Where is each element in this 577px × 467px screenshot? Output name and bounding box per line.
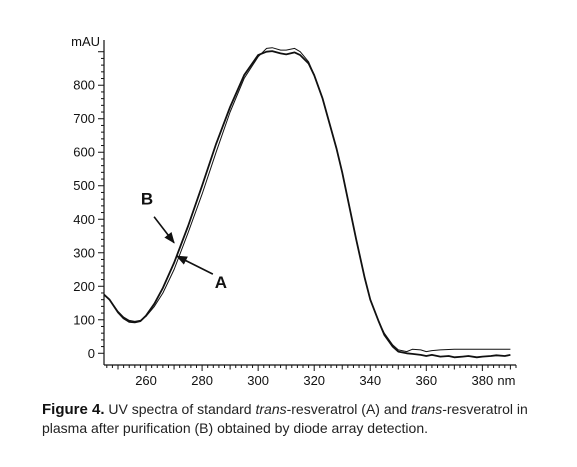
x-tick-label: 340 <box>359 373 381 388</box>
x-tick-label: 280 <box>191 373 213 388</box>
y-tick-label: 600 <box>73 145 95 160</box>
series-line-a <box>103 47 511 353</box>
y-tick-label: 100 <box>73 312 95 327</box>
annotation-arrow-b <box>153 216 175 244</box>
annotation-layer: AB <box>141 190 227 292</box>
x-tick-label: 260 <box>135 373 157 388</box>
series-line-b <box>103 50 511 359</box>
series-layer <box>103 47 511 359</box>
x-tick-label: 300 <box>247 373 269 388</box>
y-tick-label: 400 <box>73 212 95 227</box>
annotation-label-a: A <box>215 273 227 292</box>
y-tick-label: 0 <box>88 346 95 361</box>
caption-italic-2: trans <box>411 401 443 417</box>
axes: 0 100 200 300 400 500 600 700 800 mAU 260 280 300 320… <box>71 34 517 388</box>
x-tick-label: 380 <box>472 373 494 388</box>
figure-caption: Figure 4. UV spectra of standard trans-r… <box>42 400 542 437</box>
annotation-arrow-a <box>175 255 214 275</box>
caption-italic-1: trans <box>255 401 287 417</box>
x-tick-label: 320 <box>303 373 325 388</box>
caption-text-1: UV spectra of standard <box>104 401 256 417</box>
x-unit-label: nm <box>497 373 515 388</box>
y-unit-label: mAU <box>71 34 100 49</box>
y-tick-label: 700 <box>73 111 95 126</box>
figure-label: Figure 4. <box>42 401 105 418</box>
x-tick-label: 360 <box>415 373 437 388</box>
caption-text-3: -resveratrol in plasma after purificatio… <box>42 401 528 436</box>
uv-spectra-chart: 0 100 200 300 400 500 600 700 800 mAU 260 280 300 320… <box>71 34 517 388</box>
y-tick-label: 200 <box>73 279 95 294</box>
annotation-label-b: B <box>141 190 153 209</box>
y-tick-label: 500 <box>73 178 95 193</box>
y-tick-label: 800 <box>73 78 95 93</box>
caption-text-2: -resveratrol (A) and <box>286 401 412 417</box>
y-tick-label: 300 <box>73 245 95 260</box>
